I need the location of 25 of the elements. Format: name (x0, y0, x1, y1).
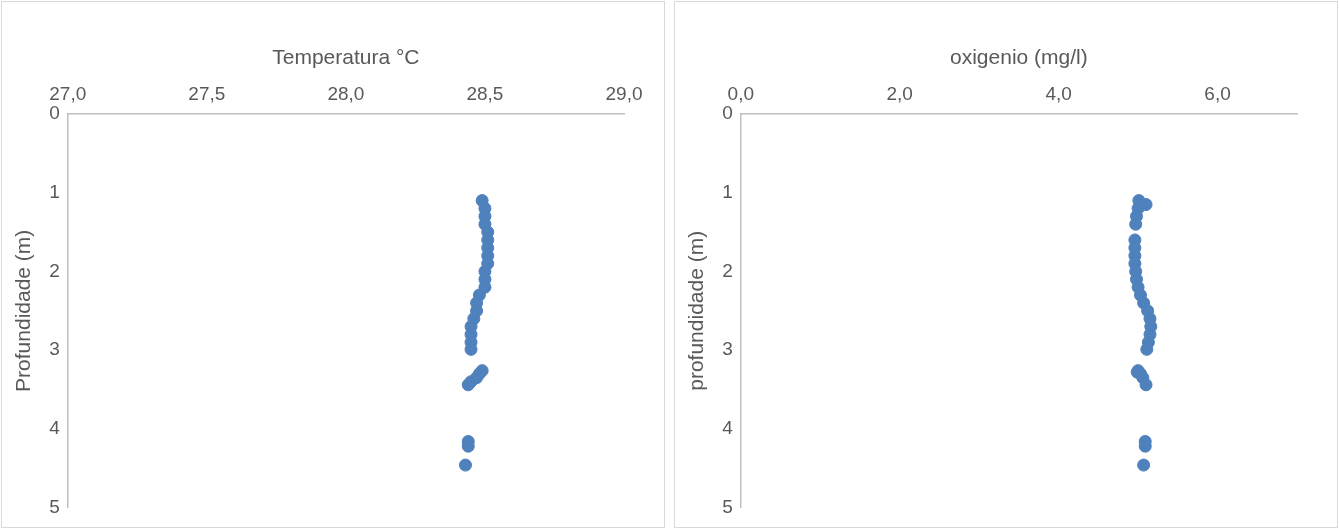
x-tick-label: 28,0 (327, 82, 365, 104)
y-axis-title: profundidade (m) (684, 230, 708, 391)
y-tick-label: 3 (722, 338, 733, 360)
x-axis-title: Temperatura °C (272, 45, 420, 69)
y-tick-label: 2 (722, 259, 733, 281)
x-tick-label: 6,0 (1204, 82, 1231, 104)
y-tick-label: 2 (49, 259, 60, 281)
y-tick-label: 4 (722, 417, 734, 439)
y-axis-title: Profundidade (m) (11, 229, 35, 392)
y-tick-label: 5 (722, 495, 733, 517)
y-tick-label: 3 (49, 338, 60, 360)
y-tick-label: 0 (49, 102, 60, 124)
x-tick-label: 28,5 (466, 82, 504, 104)
y-tick-label: 4 (49, 417, 61, 439)
y-tick-label: 5 (49, 495, 60, 517)
x-tick-label: 27,0 (49, 82, 87, 104)
y-tick-label: 1 (722, 180, 733, 202)
x-tick-label: 2,0 (886, 82, 913, 104)
x-axis-title: oxigenio (mg/l) (950, 45, 1088, 69)
x-tick-label: 4,0 (1045, 82, 1072, 104)
x-tick-label: 0,0 (727, 82, 754, 104)
x-tick-label: 27,5 (188, 82, 226, 104)
x-tick-label: 29,0 (605, 82, 643, 104)
y-tick-label: 1 (49, 180, 60, 202)
y-tick-label: 0 (722, 102, 733, 124)
